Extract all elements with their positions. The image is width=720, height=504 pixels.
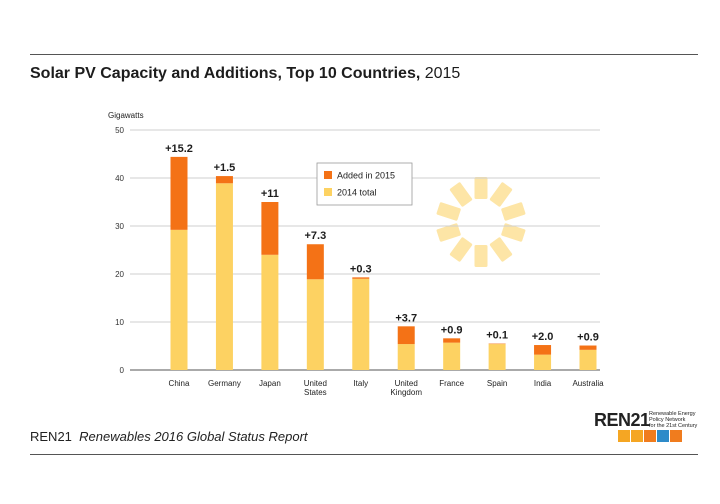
x-tick-label: Australia bbox=[572, 379, 604, 388]
bottom-rule bbox=[30, 454, 698, 455]
data-label: +11 bbox=[261, 188, 279, 200]
bar-added-2015 bbox=[306, 244, 324, 280]
legend-label: Added in 2015 bbox=[337, 171, 395, 181]
bar-2014-total bbox=[261, 254, 279, 370]
sun-ray bbox=[474, 245, 488, 267]
sun-icon bbox=[618, 430, 630, 442]
y-tick-label: 30 bbox=[115, 222, 124, 231]
y-tick-label: 0 bbox=[120, 366, 125, 375]
x-tick-label: France bbox=[439, 379, 464, 388]
chart-title-year: 2015 bbox=[424, 65, 461, 82]
data-label: +0.3 bbox=[350, 263, 372, 275]
sun-ray bbox=[501, 223, 526, 242]
sun-ray bbox=[501, 202, 526, 221]
data-label: +2.0 bbox=[532, 331, 554, 343]
chart-title: Solar PV Capacity and Additions, Top 10 … bbox=[30, 65, 460, 83]
decorative-sun-icon bbox=[436, 177, 526, 267]
sun-ray bbox=[436, 202, 461, 221]
sun-ray bbox=[449, 237, 473, 262]
legend-label: 2014 total bbox=[337, 188, 377, 198]
power-icon bbox=[644, 430, 656, 442]
bar-added-2015 bbox=[579, 345, 597, 350]
logo-tagline: Renewable Energy Policy Network for the … bbox=[649, 411, 698, 429]
biomass-icon bbox=[670, 430, 682, 442]
bar-2014-total bbox=[443, 342, 461, 370]
bar-2014-total bbox=[306, 279, 324, 370]
bar-added-2015 bbox=[397, 326, 415, 345]
legend-box bbox=[316, 162, 413, 206]
x-tick-label: Spain bbox=[487, 379, 507, 388]
bar-added-2015 bbox=[443, 338, 461, 343]
bar-2014-total bbox=[488, 344, 506, 370]
x-tick-label: States bbox=[304, 388, 327, 397]
bar-2014-total bbox=[579, 349, 597, 370]
x-tick-label: United bbox=[304, 379, 327, 388]
sun-ray bbox=[489, 237, 513, 262]
y-tick-label: 50 bbox=[115, 126, 124, 135]
chart-title-main: Solar PV Capacity and Additions, Top 10 … bbox=[30, 65, 421, 82]
bar-2014-total bbox=[534, 354, 552, 370]
x-tick-label: China bbox=[169, 379, 190, 388]
ren21-logo: REN21 Renewable Energy Policy Network fo… bbox=[594, 410, 700, 446]
bar-added-2015 bbox=[170, 156, 188, 230]
data-label: +0.9 bbox=[577, 332, 599, 344]
logo-wordmark: REN21 bbox=[594, 410, 650, 430]
bar-2014-total bbox=[170, 229, 188, 370]
bar-2014-total bbox=[397, 344, 415, 370]
bar-added-2015 bbox=[215, 176, 233, 184]
footer: REN21 Renewables 2016 Global Status Repo… bbox=[30, 429, 308, 444]
data-label: +0.9 bbox=[441, 324, 463, 336]
legend-swatch bbox=[324, 188, 332, 196]
x-tick-label: Japan bbox=[259, 379, 281, 388]
sun-ray bbox=[436, 223, 461, 242]
bar-2014-total bbox=[215, 183, 233, 370]
wind-icon bbox=[631, 430, 643, 442]
bar-added-2015 bbox=[352, 277, 370, 279]
bar-2014-total bbox=[352, 278, 370, 370]
logo-icons bbox=[618, 430, 682, 442]
x-tick-label: Germany bbox=[208, 379, 241, 388]
x-tick-label: Italy bbox=[353, 379, 368, 388]
sun-ray bbox=[449, 182, 473, 207]
sun-ray bbox=[474, 177, 488, 199]
data-label: +0.1 bbox=[486, 330, 508, 342]
footer-report: Renewables 2016 Global Status Report bbox=[79, 429, 308, 444]
x-tick-label: United bbox=[395, 379, 418, 388]
data-label: +1.5 bbox=[214, 162, 236, 174]
y-axis-label: Gigawatts bbox=[108, 111, 144, 120]
water-icon bbox=[657, 430, 669, 442]
sun-ray bbox=[489, 182, 513, 207]
y-tick-label: 20 bbox=[115, 270, 124, 279]
legend-swatch bbox=[324, 171, 332, 179]
data-label: +3.7 bbox=[395, 312, 417, 324]
chart: Gigawatts 0 10 20 30 40 50 +15.2 China +1.5 Germa… bbox=[108, 111, 604, 397]
data-label: +7.3 bbox=[304, 230, 326, 242]
y-tick-label: 40 bbox=[115, 174, 124, 183]
x-tick-label: India bbox=[534, 379, 552, 388]
y-tick-label: 10 bbox=[115, 318, 124, 327]
bar-added-2015 bbox=[534, 345, 552, 355]
bar-added-2015 bbox=[261, 202, 279, 255]
footer-org: REN21 bbox=[30, 429, 72, 444]
data-label: +15.2 bbox=[165, 143, 193, 155]
top-rule bbox=[30, 54, 698, 55]
x-tick-label: Kingdom bbox=[390, 388, 422, 397]
